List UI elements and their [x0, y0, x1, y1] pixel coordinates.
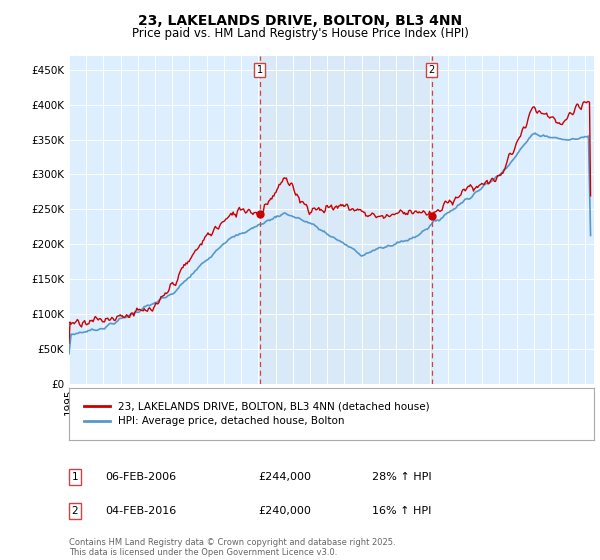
Bar	[260, 56, 432, 384]
Text: 2: 2	[71, 506, 79, 516]
Text: £240,000: £240,000	[258, 506, 311, 516]
Text: 28% ↑ HPI: 28% ↑ HPI	[372, 472, 431, 482]
Text: 06-FEB-2006: 06-FEB-2006	[105, 472, 176, 482]
Legend: 23, LAKELANDS DRIVE, BOLTON, BL3 4NN (detached house), HPI: Average price, detac: 23, LAKELANDS DRIVE, BOLTON, BL3 4NN (de…	[79, 397, 434, 431]
Text: 04-FEB-2016: 04-FEB-2016	[105, 506, 176, 516]
Text: 2: 2	[429, 65, 435, 75]
Text: £244,000: £244,000	[258, 472, 311, 482]
Text: 23, LAKELANDS DRIVE, BOLTON, BL3 4NN: 23, LAKELANDS DRIVE, BOLTON, BL3 4NN	[138, 14, 462, 28]
Text: Contains HM Land Registry data © Crown copyright and database right 2025.
This d: Contains HM Land Registry data © Crown c…	[69, 538, 395, 557]
Text: 1: 1	[71, 472, 79, 482]
Text: Price paid vs. HM Land Registry's House Price Index (HPI): Price paid vs. HM Land Registry's House …	[131, 27, 469, 40]
Text: 16% ↑ HPI: 16% ↑ HPI	[372, 506, 431, 516]
Text: 1: 1	[257, 65, 263, 75]
